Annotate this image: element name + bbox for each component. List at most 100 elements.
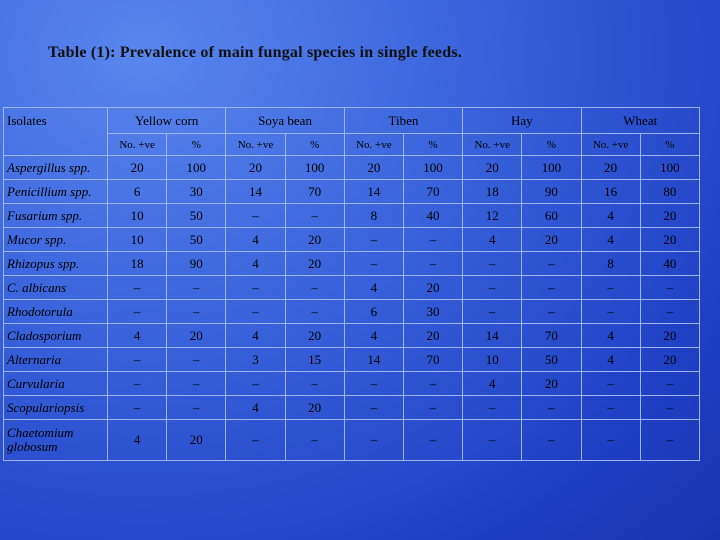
subheader: %	[521, 133, 582, 156]
cell: –	[580, 419, 641, 461]
data-row: Fusarium spp. 10 50– –8 40 12 60 4 20	[3, 203, 701, 228]
cell: –	[106, 395, 168, 420]
cell: –	[402, 395, 464, 420]
cell: –	[639, 419, 701, 461]
isolate-name: Mucor spp.	[3, 227, 108, 252]
cell: 20	[284, 323, 345, 348]
isolate-name: Alternaria	[3, 347, 108, 372]
cell: 20	[521, 227, 582, 252]
data-row: Penicillium spp. 6 30 14 70 14 70 18 90 16 80	[3, 179, 701, 204]
cell: 100	[284, 155, 345, 180]
data-row: Chaetomium globosum 4 20– – – – – – – –	[3, 419, 701, 461]
data-row: Rhodotorula – – – –6 30– – – –	[3, 299, 701, 324]
cell: –	[462, 395, 523, 420]
cell: 14	[343, 347, 404, 372]
cell: 70	[521, 323, 582, 348]
group-header: Hay	[462, 107, 582, 134]
data-row: Rhizopus spp. 18 90 4 20– – – –8 40	[3, 251, 701, 276]
cell: –	[521, 395, 582, 420]
cell: 30	[402, 299, 464, 324]
cell: 3	[225, 347, 286, 372]
cell: –	[166, 395, 227, 420]
isolate-name: Chaetomium globosum	[3, 419, 108, 461]
cell: 20	[166, 419, 227, 461]
cell: –	[462, 275, 523, 300]
cell: –	[402, 419, 464, 461]
cell: –	[106, 299, 168, 324]
cell: –	[521, 251, 582, 276]
cell: –	[521, 299, 582, 324]
cell: 8	[580, 251, 641, 276]
cell: –	[166, 275, 227, 300]
cell: 20	[284, 227, 345, 252]
cell: 12	[462, 203, 523, 228]
subheader: %	[166, 133, 227, 156]
subheader: No. +ve	[462, 133, 523, 156]
cell: 40	[639, 251, 701, 276]
cell: –	[343, 371, 404, 396]
cell: 14	[462, 323, 523, 348]
cell: –	[580, 371, 641, 396]
isolate-name: Fusarium spp.	[3, 203, 108, 228]
cell: 4	[462, 371, 523, 396]
cell: 4	[225, 251, 286, 276]
data-row: Alternaria – –3 15 14 70 10 50 4 20	[3, 347, 701, 372]
cell: –	[106, 371, 168, 396]
cell: 80	[639, 179, 701, 204]
isolate-name: C. albicans	[3, 275, 108, 300]
subheader: %	[639, 133, 701, 156]
cell: –	[343, 251, 404, 276]
table-title: Table (1): Prevalence of main fungal spe…	[48, 44, 462, 61]
cell: –	[639, 275, 701, 300]
subheader: %	[284, 133, 345, 156]
cell: 40	[402, 203, 464, 228]
subheader: No. +ve	[106, 133, 168, 156]
cell: 14	[225, 179, 286, 204]
cell: –	[462, 299, 523, 324]
cell: –	[402, 251, 464, 276]
cell: –	[106, 347, 168, 372]
isolate-name: Penicillium spp.	[3, 179, 108, 204]
isolate-name: Rhizopus spp.	[3, 251, 108, 276]
cell: 100	[166, 155, 227, 180]
cell: 50	[166, 203, 227, 228]
cell: 4	[343, 323, 404, 348]
cell: –	[166, 371, 227, 396]
cell: –	[639, 395, 701, 420]
cell: 70	[402, 347, 464, 372]
cell: 10	[106, 227, 168, 252]
data-row: Aspergillus spp. 20 100 20 100 20 100 20 100 20 10…	[3, 155, 701, 180]
isolate-name: Rhodotorula	[3, 299, 108, 324]
subheader: No. +ve	[580, 133, 641, 156]
cell: –	[166, 347, 227, 372]
cell: 10	[106, 203, 168, 228]
group-header: Tiben	[343, 107, 464, 134]
cell: –	[225, 419, 286, 461]
cell: –	[580, 395, 641, 420]
header-row: Isolates Yellow corn Soya bean Tiben Hay Whea…	[3, 107, 700, 156]
cell: 18	[106, 251, 168, 276]
isolate-name: Aspergillus spp.	[3, 155, 108, 180]
cell: –	[462, 251, 523, 276]
group-header: Soya bean	[225, 107, 345, 134]
cell: –	[521, 419, 582, 461]
cell: –	[225, 203, 286, 228]
cell: 20	[402, 323, 464, 348]
cell: 20	[166, 323, 227, 348]
subheader: %	[402, 133, 464, 156]
cell: 30	[166, 179, 227, 204]
cell: 4	[580, 227, 641, 252]
data-row: Mucor spp. 10 50 4 20– –4 20 4 20	[3, 227, 701, 252]
cell: 16	[580, 179, 641, 204]
cell: –	[166, 299, 227, 324]
isolate-name: Curvularia	[3, 371, 108, 396]
cell: 4	[580, 347, 641, 372]
cell: 20	[639, 347, 701, 372]
cell: 20	[225, 155, 286, 180]
isolate-name: Scopulariopsis	[3, 395, 108, 420]
cell: 100	[639, 155, 701, 180]
cell: –	[284, 203, 345, 228]
cell: 4	[106, 419, 168, 461]
cell: –	[106, 275, 168, 300]
table-body: Isolates Yellow corn Soya bean Tiben Hay Whea…	[3, 107, 701, 461]
